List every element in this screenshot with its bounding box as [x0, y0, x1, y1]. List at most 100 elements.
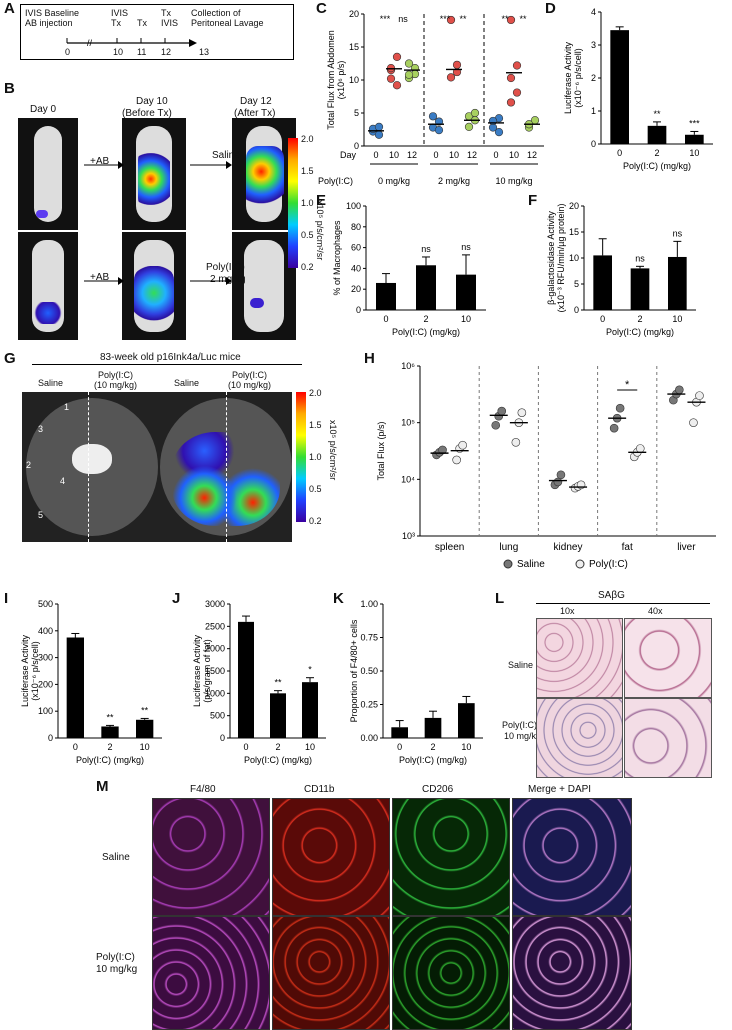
m-image-saline-merge [512, 798, 632, 916]
bar-0 [593, 255, 612, 310]
data-point [506, 15, 516, 25]
data-point [392, 81, 402, 90]
x-axis-label: Poly(I:C) (mg/kg) [399, 755, 467, 765]
y-axis-label-unit: (x10⁻⁶ p/s/cell) [573, 48, 583, 107]
y-tick-label: 1 [591, 106, 596, 116]
day-tick-label: 10 [509, 150, 519, 160]
m-col-f480: F4/80 [190, 784, 216, 795]
data-point [512, 61, 522, 70]
g-colorbar [296, 392, 306, 522]
y-axis-label-unit: (x10⁶ p/s) [336, 61, 346, 100]
y-tick-label: 10⁶ [401, 361, 415, 371]
panel-label-g: G [4, 350, 16, 367]
y-tick-label: 1500 [205, 666, 225, 676]
bar-2 [630, 268, 650, 310]
y-tick-label: 0 [220, 733, 225, 743]
x-tick-label: 0 [600, 314, 605, 324]
bar-0 [376, 282, 396, 310]
x-tick-label: 10 [305, 742, 315, 752]
dose-label: Poly(I:C) [318, 176, 353, 186]
timeline-step-0: IVIS Baseline AB injection [25, 8, 80, 28]
x-axis-label: Poly(I:C) (mg/kg) [392, 327, 460, 337]
data-point [392, 52, 402, 62]
bar-2 [424, 717, 442, 738]
y-axis-label: Luciferase Activity [192, 634, 202, 707]
g-organ-4: 4 [60, 476, 66, 486]
data-point [464, 122, 474, 131]
y-tick-label: 2000 [205, 644, 225, 654]
y-tick-label: 5 [354, 108, 359, 118]
panel-label-h: H [364, 350, 375, 367]
chart-e: 0 20 40 60 80 100 0 2 ns 10 ns Poly(I:C) (mg/kg) % o… [332, 201, 486, 337]
y-tick-label: 10⁴ [401, 474, 415, 484]
b-day0: Day 0 [30, 104, 57, 115]
timeline-step-4: Collection of Peritoneal Lavage [191, 8, 264, 28]
bar-0 [610, 30, 629, 144]
mouse-image-poly-day0 [18, 232, 78, 340]
bar-10 [685, 134, 704, 144]
bar-0 [238, 621, 254, 738]
data-point [446, 15, 456, 25]
bar-2 [270, 693, 286, 738]
g-saline-1: Saline [38, 378, 64, 388]
y-tick-label: 500 [210, 711, 225, 721]
g-poly-dose-1: (10 mg/kg) [94, 380, 138, 390]
legend-saline-label: Saline [517, 559, 545, 570]
significance-label: ns [461, 242, 471, 252]
timeline-day-0: 0 [65, 47, 71, 57]
bar-10 [668, 256, 687, 310]
m-image-poly-cd11b [272, 916, 390, 1030]
panel-label-a: A [4, 0, 15, 17]
m-image-poly-f480 [152, 916, 270, 1030]
g-saline-2: Saline [174, 378, 200, 388]
organ-plate-images [22, 392, 292, 542]
g-title: 83-week old p16Ink4a/Luc mice [100, 352, 241, 363]
l-mag-40x: 40x [648, 606, 663, 616]
significance-label: ** [501, 14, 509, 24]
y-axis-label: % of Macrophages [332, 220, 342, 296]
y-tick-label: 0 [356, 305, 361, 315]
data-point [470, 108, 480, 118]
day-tick-label: 10 [449, 150, 459, 160]
y-tick-label: 2 [591, 73, 596, 83]
data-point [452, 60, 462, 69]
legend-poly-swatch [575, 559, 585, 569]
y-tick-label: 0.00 [360, 733, 378, 743]
y-axis-label-unit: (p/s/gram of fat) [202, 639, 212, 703]
x-tick-label: 10 [140, 742, 150, 752]
y-tick-label: 15 [569, 227, 579, 237]
saline-point [675, 385, 684, 395]
l-title-rule [536, 603, 710, 604]
m-poly-dose: 10 mg/kg [96, 964, 138, 975]
y-axis-label: Luciferase Activity [563, 41, 573, 114]
m-col-merge: Merge + DAPI [528, 784, 592, 795]
b-day10: Day 10 [136, 96, 168, 107]
saline-point [491, 420, 501, 430]
dose-group-label: 10 mg/kg [495, 176, 532, 186]
b-cbar-1.0: 1.0 [301, 198, 314, 208]
dose-group-label: 0 mg/kg [378, 176, 410, 186]
y-tick-label: 1.00 [360, 599, 378, 609]
x-axis-label: Poly(I:C) (mg/kg) [244, 755, 312, 765]
y-tick-label: 2500 [205, 621, 225, 631]
g-cbar-0.2: 0.2 [309, 516, 322, 526]
y-tick-label: 80 [351, 222, 361, 232]
x-tick-label: 2 [637, 314, 642, 324]
g-cbar-1.0: 1.0 [309, 452, 322, 462]
data-point [494, 128, 504, 137]
g-organ-5: 5 [38, 510, 44, 520]
y-tick-label: 60 [351, 243, 361, 253]
g-poly-1: Poly(I:C) [98, 370, 134, 380]
panel-label-e: E [316, 192, 327, 209]
day-tick-label: 12 [407, 150, 417, 160]
x-tick-label: 2 [275, 742, 280, 752]
panel-label-j: J [172, 590, 181, 607]
b-day12: Day 12 [240, 96, 272, 107]
y-tick-label: 100 [346, 201, 361, 211]
m-image-poly-cd206 [392, 916, 510, 1030]
panel-label-c: C [316, 0, 327, 17]
b-arrows-top [84, 161, 232, 169]
svg-text://: // [87, 38, 93, 48]
significance-label: ** [459, 14, 467, 24]
y-tick-label: 20 [569, 201, 579, 211]
